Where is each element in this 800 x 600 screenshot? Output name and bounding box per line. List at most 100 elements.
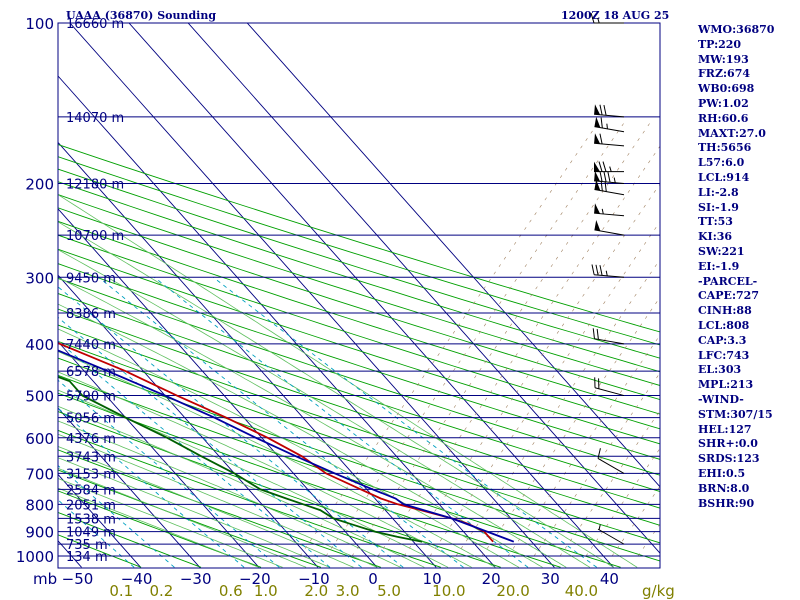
pressure-tick-label: 1000: [16, 548, 54, 566]
mixing-ratio-line: [154, 276, 529, 568]
wind-barb-flag: [599, 133, 603, 145]
dry-adiabat-line: [58, 449, 381, 568]
temperature-tick-label: −30: [180, 570, 212, 588]
lapse-reference-line: [377, 145, 660, 557]
index-item: EHI:0.5: [698, 466, 746, 480]
moist-adiabat-line: [58, 371, 472, 568]
wind-barb-pennant: [594, 116, 601, 128]
index-item: SRDS:123: [698, 452, 760, 466]
mixing-ratio-line: [213, 276, 597, 568]
dry-adiabat-line: [58, 324, 660, 526]
dry-adiabat-line: [58, 429, 441, 568]
wind-barb-pennant: [594, 170, 601, 182]
height-label: 3743 m: [66, 450, 116, 465]
index-item: BRN:8.0: [698, 481, 750, 495]
wind-barb: [594, 377, 625, 397]
height-label: 10700 m: [66, 229, 124, 244]
isotherm-line: [58, 407, 201, 568]
index-item: MAXT:27.0: [698, 126, 766, 140]
wind-barb-pennant: [594, 161, 600, 172]
index-item: EI:-1.9: [698, 259, 740, 273]
mixing-ratio-tick-label: 0.2: [149, 582, 173, 600]
isotherm-line: [58, 141, 437, 568]
wind-barb-staff: [594, 229, 625, 236]
sounding-indices-panel: WMO:36870 TP:220 MW:193 FRZ:674 WB0:698 PW:1.…: [698, 23, 774, 511]
index-item: KI:36: [698, 230, 733, 244]
pressure-tick-label: 800: [25, 496, 54, 514]
wind-barb-flag: [591, 264, 595, 275]
mixing-ratio-line: [58, 316, 362, 568]
temperature-tick-label: −40: [121, 570, 153, 588]
wind-barb-half-flag: [606, 123, 608, 129]
temperature-tick-label: −10: [298, 570, 330, 588]
wind-barb-staff: [594, 387, 625, 397]
wind-barb: [594, 116, 625, 133]
pressure-tick-label: 900: [25, 524, 54, 542]
wind-barb-flag: [604, 181, 607, 192]
height-label: 9450 m: [66, 271, 116, 286]
height-label: 5790 m: [66, 390, 116, 405]
height-label: 14070 m: [66, 111, 124, 126]
wind-barb-staff: [597, 458, 625, 474]
index-item: -WIND-: [698, 392, 744, 406]
dry-adiabat-line: [58, 308, 660, 509]
dry-adiabat-line: [58, 374, 621, 568]
height-label: 735 m: [66, 538, 108, 553]
dry-adiabat-line: [58, 263, 660, 460]
lapse-reference-line: [403, 183, 660, 557]
wind-barb-flag: [603, 171, 607, 182]
wind-barb-flag: [603, 104, 607, 116]
wind-barb: [591, 264, 625, 278]
height-label: 8386 m: [66, 307, 116, 322]
temperature-tick-label: −20: [239, 570, 271, 588]
mixing-ratio-tick-label: 1.0: [254, 582, 278, 600]
wind-barb-half-flag: [605, 270, 608, 276]
wind-barb-pennant: [594, 203, 601, 214]
station-title: UAAA (36870) Sounding: [66, 9, 217, 22]
wind-barb: [594, 104, 625, 118]
moist-adiabat-line: [58, 445, 354, 568]
height-label: 1538 m: [66, 512, 116, 527]
moist-adiabat-line: [58, 194, 638, 568]
wind-barb-flag: [600, 117, 603, 129]
pressure-tick-label: 300: [25, 269, 54, 287]
pressure-unit-label: mb: [33, 570, 57, 588]
isotherm-line: [69, 23, 555, 568]
index-item: SW:221: [698, 244, 745, 258]
mixing-ratio-unit-label: g/kg: [642, 582, 675, 600]
height-label: 2584 m: [66, 483, 116, 498]
index-item: CAPE:727: [698, 289, 759, 303]
wind-barb-flag: [597, 448, 601, 459]
index-item: WB0:698: [698, 82, 755, 96]
wind-barb: [597, 448, 625, 474]
moist-adiabat-line: [58, 351, 496, 568]
index-item: TP:220: [698, 37, 742, 51]
wind-barb-flag: [599, 171, 603, 182]
wind-barb-flag: [599, 265, 603, 276]
dry-adiabat-line: [58, 490, 262, 568]
valid-time: 1200Z 18 AUG 25: [561, 9, 670, 22]
height-label: 134 m: [66, 550, 108, 565]
index-item: FRZ:674: [698, 67, 751, 81]
wind-barb: [590, 12, 624, 24]
mixing-ratio-line: [58, 340, 331, 568]
isotherm-line: [58, 75, 496, 568]
wind-barb: [594, 170, 625, 184]
index-item: WMO:36870: [698, 23, 775, 36]
lapse-reference-line: [351, 119, 653, 557]
temperature-tick-label: 10: [423, 570, 442, 588]
wind-barb: [594, 179, 625, 196]
dry-adiabat-line: [58, 511, 202, 568]
wind-barb-half-flag: [613, 177, 616, 183]
wind-barb: [594, 161, 624, 173]
mixing-ratio-tick-label: 2.0: [304, 582, 328, 600]
moist-adiabat-line: [58, 457, 330, 568]
height-label: 7440 m: [66, 338, 116, 353]
wind-barb-flag: [595, 264, 599, 276]
temperature-tick-label: 30: [541, 570, 560, 588]
isotherm-line: [187, 23, 660, 554]
temperature-tick-label: 20: [482, 570, 501, 588]
index-item: CAP:3.3: [698, 333, 747, 347]
moist-adiabat-line: [58, 487, 260, 568]
moist-adiabat-line: [58, 405, 425, 568]
